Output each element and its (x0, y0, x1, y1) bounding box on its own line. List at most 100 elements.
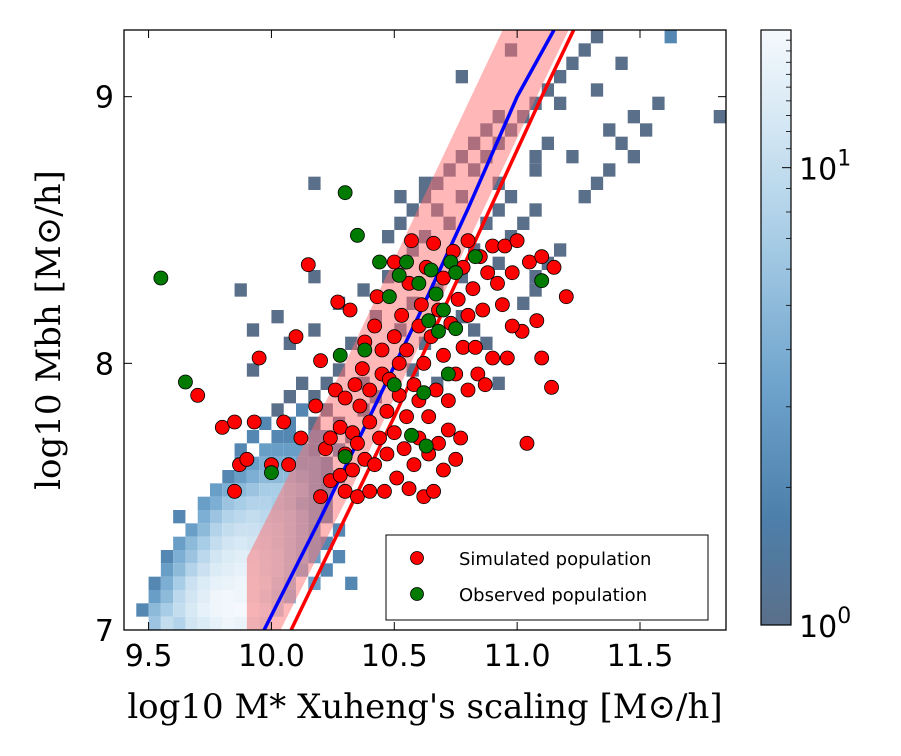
histogram-cell (197, 563, 210, 577)
histogram-cell (234, 496, 247, 510)
observed-point (534, 273, 550, 289)
histogram-cell (603, 163, 616, 177)
histogram-cell (210, 550, 223, 564)
legend-label-simulated: Simulated population (459, 549, 651, 570)
histogram-cell (246, 430, 260, 444)
colorbar-tick-exponent: 0 (837, 604, 851, 629)
histogram-cell (627, 110, 640, 124)
histogram-cell (234, 616, 247, 630)
simulated-point (465, 281, 481, 297)
histogram-cell (210, 496, 223, 510)
histogram-cell (283, 443, 296, 457)
histogram-cell (345, 576, 358, 590)
histogram-cell (480, 336, 493, 350)
histogram-cell (271, 430, 284, 444)
histogram-cell (529, 203, 542, 217)
histogram-cell (259, 496, 272, 510)
histogram-cell (197, 576, 210, 590)
histogram-cell (173, 590, 186, 604)
simulated-point (377, 483, 392, 499)
histogram-cell (271, 443, 284, 457)
histogram-cell (160, 563, 174, 577)
simulated-point (288, 329, 304, 345)
histogram-cell (197, 496, 210, 510)
x-tick-label: 10.5 (361, 639, 428, 674)
simulated-point (404, 233, 419, 249)
simulated-point (509, 233, 525, 249)
observed-point (431, 323, 446, 339)
simulated-point (293, 430, 309, 446)
histogram-cell (185, 590, 198, 604)
observed-point (448, 265, 464, 281)
histogram-cell (566, 150, 579, 164)
histogram-cell (148, 616, 161, 630)
histogram-cell (185, 563, 198, 577)
simulated-point (386, 329, 402, 345)
simulated-point (544, 379, 559, 395)
simulated-point (426, 235, 442, 251)
simulated-point (490, 275, 505, 291)
histogram-cell (173, 603, 186, 617)
simulated-point (332, 467, 348, 483)
y-tick-label: 8 (95, 347, 114, 382)
simulated-point (460, 382, 476, 398)
histogram-cell (234, 550, 247, 564)
histogram-cell (332, 550, 346, 564)
y-axis-label: log10 Mbh [M⊙/h] (29, 170, 69, 490)
simulated-point (436, 462, 451, 478)
simulated-point (362, 382, 378, 398)
histogram-cell (210, 536, 223, 550)
y-tick-label: 9 (95, 81, 114, 116)
simulated-point (214, 419, 230, 435)
observed-point (448, 321, 464, 337)
simulated-point (345, 462, 360, 478)
histogram-cell (603, 123, 616, 137)
simulated-point (480, 265, 496, 281)
simulated-point (332, 419, 348, 435)
histogram-cell (160, 576, 174, 590)
simulated-point (406, 457, 422, 473)
histogram-cell (664, 30, 677, 44)
colorbar-tick-label: 100 (799, 604, 851, 645)
histogram-cell (210, 563, 223, 577)
histogram-cell (554, 243, 567, 257)
histogram-cell (197, 590, 210, 604)
plot-content (136, 30, 726, 630)
histogram-cell (160, 590, 174, 604)
histogram-cell (197, 523, 210, 537)
histogram-cell (259, 443, 272, 457)
y-tick-label: 7 (95, 614, 114, 649)
histogram-cell (210, 576, 223, 590)
histogram-cell (222, 590, 235, 604)
histogram-cell (222, 470, 235, 484)
simulated-point (426, 483, 442, 499)
observed-point (381, 289, 397, 305)
colorbar-tick-base: 10 (799, 153, 837, 188)
observed-point (357, 342, 373, 358)
simulated-point (534, 350, 550, 366)
histogram-cell (308, 270, 321, 284)
simulated-point (450, 291, 466, 307)
observed-point (411, 275, 427, 291)
histogram-cell (541, 136, 554, 150)
observed-point (436, 302, 451, 318)
simulated-point (448, 451, 464, 467)
histogram-cell (234, 523, 247, 537)
simulated-point (367, 457, 383, 473)
histogram-cell (713, 110, 726, 124)
simulated-point (386, 425, 402, 441)
simulated-point (379, 446, 395, 462)
histogram-cell (185, 576, 198, 590)
observed-point (423, 262, 439, 278)
simulated-point (327, 382, 343, 398)
simulated-point (519, 435, 535, 451)
observed-point (404, 427, 419, 443)
x-tick-label: 9.5 (125, 639, 173, 674)
histogram-cell (222, 603, 235, 617)
histogram-cell (234, 283, 247, 297)
observed-point (467, 249, 483, 265)
histogram-cell (504, 190, 518, 204)
histogram-cell (222, 536, 235, 550)
simulated-point (546, 259, 562, 275)
histogram-cell (554, 70, 567, 84)
